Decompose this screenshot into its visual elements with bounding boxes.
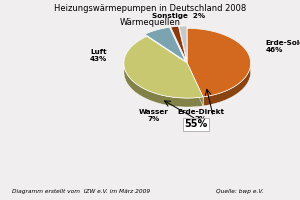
Text: Erde-Sole
46%: Erde-Sole 46% bbox=[266, 40, 300, 53]
Text: Quelle: bwp e.V.: Quelle: bwp e.V. bbox=[216, 189, 264, 194]
Polygon shape bbox=[187, 63, 203, 106]
Text: Erde-Direkt
2%: Erde-Direkt 2% bbox=[177, 109, 224, 122]
Text: Wärmequellen: Wärmequellen bbox=[119, 18, 181, 27]
Polygon shape bbox=[187, 63, 203, 106]
Text: Sonstige  2%: Sonstige 2% bbox=[152, 13, 205, 19]
Text: Luft
43%: Luft 43% bbox=[89, 49, 107, 62]
Text: 55%: 55% bbox=[184, 119, 208, 129]
Text: Heizungswärmepumpen in Deutschland 2008: Heizungswärmepumpen in Deutschland 2008 bbox=[54, 4, 246, 13]
Polygon shape bbox=[187, 28, 250, 106]
Text: Diagramm erstellt vom  IZW e.V. im März 2009: Diagramm erstellt vom IZW e.V. im März 2… bbox=[12, 189, 150, 194]
Polygon shape bbox=[145, 27, 185, 61]
Polygon shape bbox=[171, 26, 186, 61]
Polygon shape bbox=[187, 28, 250, 97]
Polygon shape bbox=[124, 36, 203, 107]
Polygon shape bbox=[179, 26, 187, 61]
Polygon shape bbox=[124, 36, 203, 98]
Text: Wasser
7%: Wasser 7% bbox=[139, 109, 169, 122]
